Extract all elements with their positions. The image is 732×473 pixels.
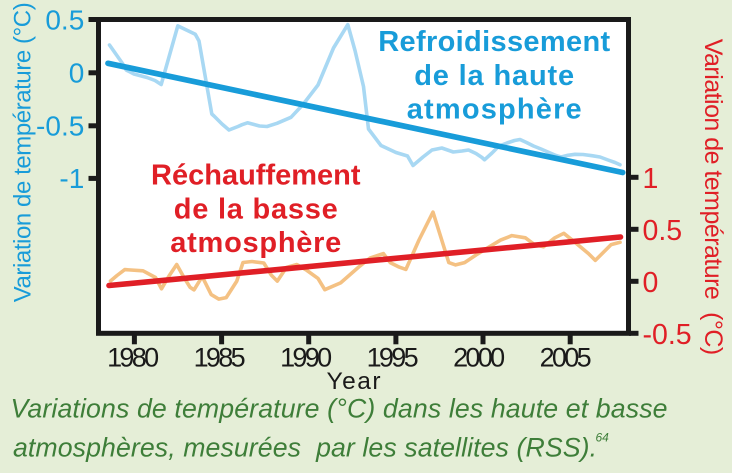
svg-text:1: 1 — [643, 163, 659, 195]
svg-text:0.5: 0.5 — [45, 4, 84, 35]
svg-text:atmosphère: atmosphère — [407, 94, 582, 126]
svg-text:Year: Year — [327, 368, 381, 395]
svg-text:de la basse: de la basse — [174, 193, 338, 225]
svg-text:1995: 1995 — [367, 343, 419, 373]
svg-text:atmosphère: atmosphère — [170, 227, 341, 259]
svg-text:1990: 1990 — [280, 343, 332, 373]
svg-text:Variations de température (°C): Variations de température (°C) dans les … — [11, 393, 668, 423]
svg-text:de la haute: de la haute — [414, 60, 574, 92]
svg-text:1985: 1985 — [194, 343, 246, 373]
svg-text:Variation de température (°C): Variation de température (°C) — [10, 2, 37, 302]
svg-text:Réchauffement: Réchauffement — [151, 160, 361, 192]
svg-text:Variation de température (°C): Variation de température (°C) — [699, 39, 727, 356]
svg-text:Refroidissement: Refroidissement — [378, 26, 610, 58]
svg-text:0: 0 — [69, 58, 85, 89]
svg-text:0: 0 — [643, 267, 659, 299]
svg-text:-0.5: -0.5 — [643, 319, 692, 351]
svg-text:2005: 2005 — [540, 343, 592, 373]
svg-text:-0.5: -0.5 — [36, 111, 84, 142]
svg-text:atmosphères, mesurées par les: atmosphères, mesurées par les satellites… — [13, 432, 597, 462]
svg-text:2000: 2000 — [453, 343, 505, 373]
svg-text:1980: 1980 — [107, 343, 159, 373]
svg-text:0.5: 0.5 — [643, 215, 683, 247]
svg-text:-1: -1 — [59, 163, 84, 194]
svg-text:64: 64 — [596, 431, 610, 445]
